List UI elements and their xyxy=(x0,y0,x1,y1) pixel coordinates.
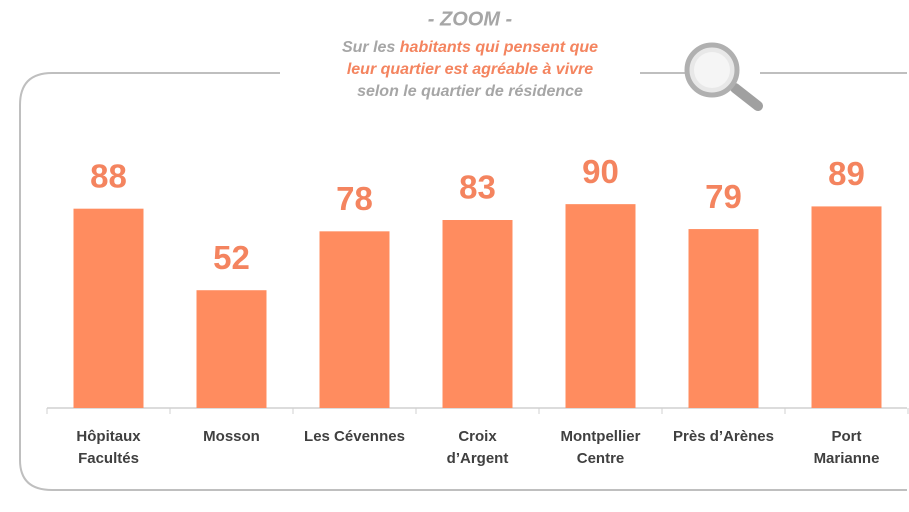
x-tick-label: d’Argent xyxy=(447,450,509,467)
value-label: 83 xyxy=(459,169,496,206)
subtitle-part: leur quartier est agréable à vivre xyxy=(347,61,593,78)
value-label: 90 xyxy=(582,153,619,190)
value-label: 78 xyxy=(336,180,373,217)
x-tick-label: Montpellier xyxy=(560,428,640,445)
subtitle-line: Sur les habitants qui pensent que xyxy=(342,39,598,56)
bar xyxy=(565,204,636,408)
value-label: 52 xyxy=(213,239,250,276)
value-label: 88 xyxy=(90,157,127,194)
bar xyxy=(196,290,267,408)
subtitle-part: selon le quartier de résidence xyxy=(357,83,583,100)
x-tick-label: Marianne xyxy=(814,450,880,467)
subtitle-line: leur quartier est agréable à vivre xyxy=(347,61,593,78)
x-tick-label: Près d’Arènes xyxy=(673,428,774,445)
magnifier-icon xyxy=(684,42,763,111)
x-tick-label: Croix xyxy=(458,428,497,445)
bar xyxy=(319,231,390,408)
subtitle-part: habitants qui pensent que xyxy=(400,39,598,56)
value-label: 89 xyxy=(828,155,865,192)
x-tick-label: Hôpitaux xyxy=(76,428,141,445)
bar xyxy=(442,220,513,408)
subtitle-line: selon le quartier de résidence xyxy=(357,83,583,100)
x-tick-label: Port xyxy=(832,428,862,445)
bar xyxy=(73,208,144,408)
x-tick-label: Centre xyxy=(577,450,625,467)
value-label: 79 xyxy=(705,178,742,215)
x-tick-label: Facultés xyxy=(78,450,139,467)
x-tick-label: Mosson xyxy=(203,428,260,445)
chart-title: - ZOOM - xyxy=(428,8,513,30)
bar xyxy=(688,229,759,408)
subtitle-part: Sur les xyxy=(342,39,400,56)
bar xyxy=(811,206,882,408)
x-tick-label: Les Cévennes xyxy=(304,428,405,445)
